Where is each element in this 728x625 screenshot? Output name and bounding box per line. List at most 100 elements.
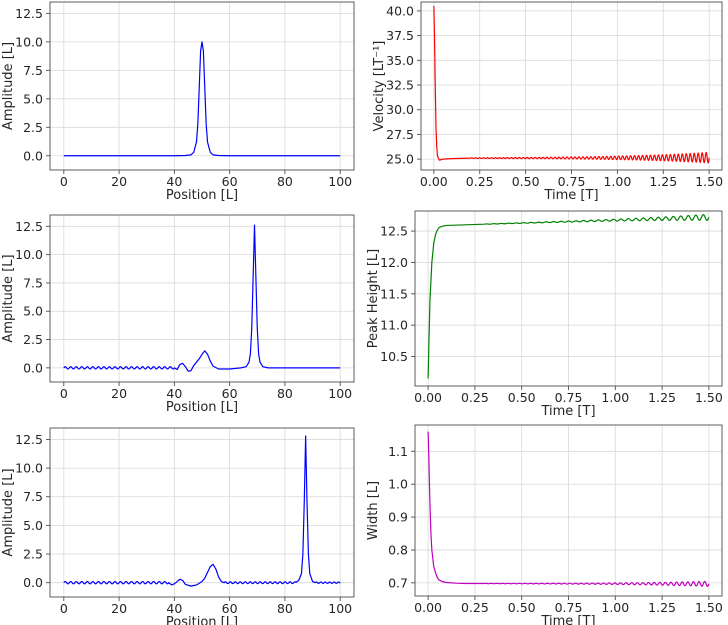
plot-frame bbox=[49, 1, 355, 171]
y-tick-label: 32.5 bbox=[386, 78, 414, 93]
x-tick-label: 0.75 bbox=[555, 390, 583, 405]
x-tick-label: 1.00 bbox=[601, 600, 629, 615]
y-tick-label: 12.5 bbox=[15, 219, 43, 234]
x-axis-label: Position [L] bbox=[166, 400, 238, 415]
y-tick-label: 0.0 bbox=[23, 148, 43, 163]
x-tick-label: 0.25 bbox=[461, 390, 489, 405]
y-tick-label: 7.5 bbox=[23, 489, 43, 504]
x-tick-label: 80 bbox=[277, 174, 293, 189]
y-tick-label: 11.5 bbox=[380, 286, 408, 301]
x-tick-label: 1.25 bbox=[648, 600, 676, 615]
series-line bbox=[63, 224, 341, 372]
y-tick-label: 12.0 bbox=[380, 255, 408, 270]
x-tick-label: 1.25 bbox=[648, 390, 676, 405]
y-tick-label: 12.5 bbox=[15, 6, 43, 21]
series-line bbox=[427, 214, 710, 379]
x-tick-label: 60 bbox=[222, 386, 238, 401]
y-tick-label: 0.7 bbox=[388, 575, 408, 590]
x-tick-label: 0.75 bbox=[558, 174, 586, 189]
x-tick-label: 0.00 bbox=[420, 174, 448, 189]
series-line bbox=[427, 431, 710, 587]
x-tick-label: 1.25 bbox=[649, 174, 677, 189]
y-tick-label: 10.0 bbox=[15, 247, 43, 262]
x-tick-label: 1.00 bbox=[601, 390, 629, 405]
series-line bbox=[63, 41, 341, 157]
x-tick-label: 0.25 bbox=[466, 174, 494, 189]
y-tick-label: 12.5 bbox=[380, 224, 408, 239]
chart-panel-middle-right: 0.00 0.25 0.50 0.75 1.00 1.25 1.50 10.5 11.0 11.5… bbox=[366, 210, 723, 419]
x-tick-label: 60 bbox=[222, 174, 238, 189]
x-tick-label: 0.50 bbox=[512, 174, 540, 189]
x-axis-label: Position [L] bbox=[166, 188, 238, 203]
chart-panel-top-left: 0 20 40 60 80 100 0.0 2.5 5.0 7.5 10.0 12.5 Position… bbox=[1, 1, 355, 203]
y-tick-label: 27.5 bbox=[386, 127, 414, 142]
chart-panel-bottom-left: 0 20 40 60 80 100 0.0 2.5 5.0 7.5 10.0 12.5 Position… bbox=[1, 427, 355, 625]
x-tick-label: 40 bbox=[166, 174, 182, 189]
y-tick-label: 2.5 bbox=[23, 332, 43, 347]
x-tick-label: 20 bbox=[111, 174, 127, 189]
x-tick-label: 80 bbox=[277, 601, 293, 616]
y-tick-label: 5.0 bbox=[23, 91, 43, 106]
plot-frame bbox=[49, 427, 355, 598]
x-tick-label: 0.50 bbox=[508, 600, 536, 615]
x-tick-label: 0.00 bbox=[414, 600, 442, 615]
x-tick-label: 100 bbox=[328, 174, 352, 189]
y-tick-label: 2.5 bbox=[23, 547, 43, 562]
y-axis-label: Velocity [LT⁻¹] bbox=[372, 41, 387, 132]
y-tick-label: 0.0 bbox=[23, 360, 43, 375]
x-tick-label: 1.00 bbox=[603, 174, 631, 189]
x-tick-label: 20 bbox=[111, 601, 127, 616]
y-axis-label: Peak Height [L] bbox=[366, 249, 381, 349]
y-tick-label: 2.5 bbox=[23, 120, 43, 135]
y-tick-label: 0.8 bbox=[388, 542, 408, 557]
y-tick-label: 5.0 bbox=[23, 304, 43, 319]
chart-panel-middle-left: 0 20 40 60 80 100 0.0 2.5 5.0 7.5 10.0 12.5 Position… bbox=[1, 214, 355, 415]
x-tick-label: 0.75 bbox=[555, 600, 583, 615]
y-axis-label: Amplitude [L] bbox=[1, 254, 16, 342]
x-tick-label: 0 bbox=[60, 174, 68, 189]
chart-panel-bottom-right: 0.00 0.25 0.50 0.75 1.00 1.25 1.50 0.7 0.8 0.9 1.0… bbox=[366, 424, 723, 625]
x-tick-label: 20 bbox=[111, 386, 127, 401]
x-tick-label: 0.00 bbox=[414, 390, 442, 405]
x-tick-label: 100 bbox=[328, 601, 352, 616]
y-tick-label: 11.0 bbox=[380, 318, 408, 333]
x-tick-label: 0.50 bbox=[508, 390, 536, 405]
x-tick-label: 40 bbox=[166, 386, 182, 401]
series-line bbox=[433, 5, 710, 164]
x-axis-label: Time [T] bbox=[540, 404, 595, 419]
x-tick-label: 1.50 bbox=[695, 174, 723, 189]
y-axis-label: Amplitude [L] bbox=[1, 468, 16, 556]
chart-panel-top-right: 0.00 0.25 0.50 0.75 1.00 1.25 1.50 25.0 27.5 30.0… bbox=[372, 1, 723, 203]
y-axis-label: Width [L] bbox=[366, 481, 381, 540]
y-tick-label: 5.0 bbox=[23, 518, 43, 533]
y-axis-label: Amplitude [L] bbox=[1, 42, 16, 130]
y-tick-label: 30.0 bbox=[386, 102, 414, 117]
x-tick-label: 60 bbox=[222, 601, 238, 616]
y-tick-label: 7.5 bbox=[23, 275, 43, 290]
y-tick-label: 10.0 bbox=[15, 461, 43, 476]
x-tick-label: 40 bbox=[166, 601, 182, 616]
y-tick-label: 0.0 bbox=[23, 575, 43, 590]
x-axis-label: Time [T] bbox=[543, 188, 598, 203]
y-tick-label: 10.0 bbox=[15, 34, 43, 49]
y-tick-label: 0.9 bbox=[388, 510, 408, 525]
y-tick-label: 7.5 bbox=[23, 63, 43, 78]
series-line bbox=[63, 435, 341, 587]
x-tick-label: 1.50 bbox=[695, 390, 723, 405]
y-tick-label: 12.5 bbox=[15, 432, 43, 447]
y-tick-label: 37.5 bbox=[386, 28, 414, 43]
x-axis-label: Position [L] bbox=[166, 615, 238, 625]
x-tick-label: 1.50 bbox=[695, 600, 723, 615]
y-tick-label: 35.0 bbox=[386, 53, 414, 68]
plot-frame bbox=[49, 214, 355, 383]
x-tick-label: 80 bbox=[277, 386, 293, 401]
x-tick-label: 0 bbox=[60, 386, 68, 401]
y-tick-label: 1.1 bbox=[388, 444, 408, 459]
x-axis-label: Time [T] bbox=[540, 614, 595, 625]
y-tick-label: 10.5 bbox=[380, 349, 408, 364]
y-tick-label: 1.0 bbox=[388, 477, 408, 492]
x-tick-label: 0.25 bbox=[461, 600, 489, 615]
y-tick-label: 40.0 bbox=[386, 3, 414, 18]
x-tick-label: 100 bbox=[328, 386, 352, 401]
